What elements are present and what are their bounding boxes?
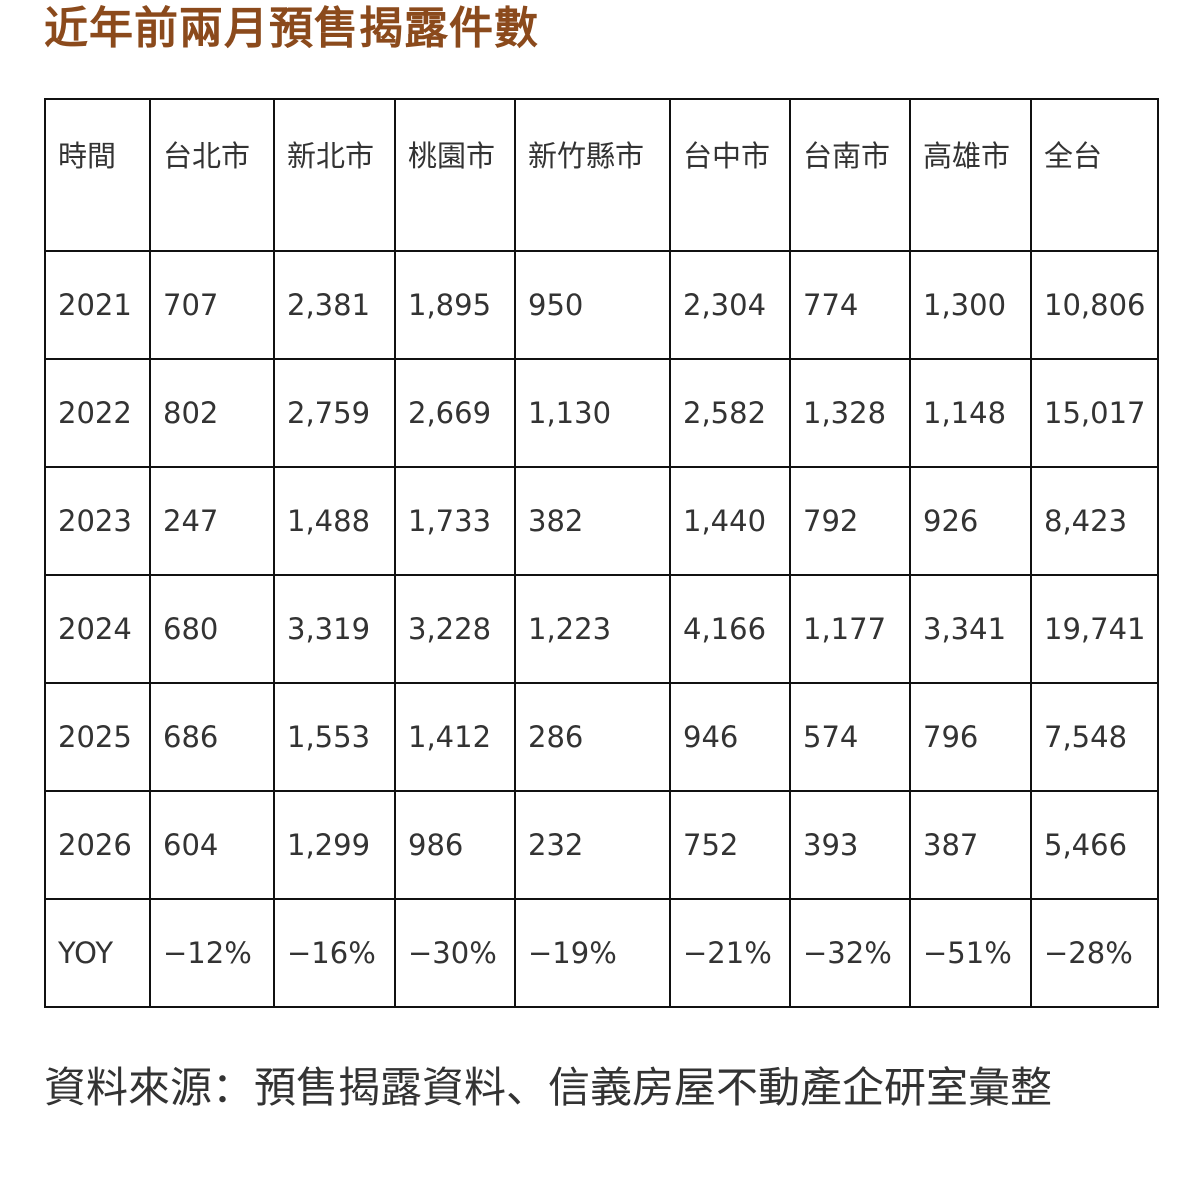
table-cell: 382 <box>514 466 671 576</box>
table-cell: 1,488 <box>273 466 396 576</box>
table-cell: 1,223 <box>514 574 671 684</box>
table-cell: 232 <box>514 790 671 900</box>
table-cell: 796 <box>909 682 1032 792</box>
table-cell: 680 <box>149 574 275 684</box>
table-cell: −32% <box>789 898 911 1008</box>
page-title: 近年前兩月預售揭露件數 <box>44 3 539 54</box>
table-cell: 8,423 <box>1030 466 1159 576</box>
table-row: 2024 680 3,319 3,228 1,223 4,166 1,177 3,341 19,… <box>44 574 1159 684</box>
table-row: 2022 802 2,759 2,669 1,130 2,582 1,328 1,148 15,… <box>44 358 1159 468</box>
table-cell: −19% <box>514 898 671 1008</box>
table-cell: 1,148 <box>909 358 1032 468</box>
table-cell: 1,130 <box>514 358 671 468</box>
table-cell: −21% <box>669 898 791 1008</box>
table-cell: 3,319 <box>273 574 396 684</box>
column-header: 台南市 <box>789 98 911 252</box>
table-cell: 1,299 <box>273 790 396 900</box>
table-row: 2021 707 2,381 1,895 950 2,304 774 1,300 10,806 <box>44 250 1159 360</box>
table-cell: 1,895 <box>394 250 516 360</box>
table-cell: 19,741 <box>1030 574 1159 684</box>
table-cell: 926 <box>909 466 1032 576</box>
table-cell: 1,553 <box>273 682 396 792</box>
table-cell: 774 <box>789 250 911 360</box>
table-cell: 604 <box>149 790 275 900</box>
row-label: 2022 <box>44 358 151 468</box>
table-cell: 3,341 <box>909 574 1032 684</box>
table-cell: 574 <box>789 682 911 792</box>
column-header: 台北市 <box>149 98 275 252</box>
table-cell: −16% <box>273 898 396 1008</box>
table-cell: −51% <box>909 898 1032 1008</box>
column-header: 高雄市 <box>909 98 1032 252</box>
table-cell: 792 <box>789 466 911 576</box>
table-cell: 2,304 <box>669 250 791 360</box>
row-label: 2024 <box>44 574 151 684</box>
table-cell: 1,300 <box>909 250 1032 360</box>
table-cell: 4,166 <box>669 574 791 684</box>
table-cell: 286 <box>514 682 671 792</box>
header-row: 時間 台北市 新北市 桃園市 新竹縣市 台中市 台南市 高雄市 全台 <box>44 98 1159 252</box>
table-cell: 1,733 <box>394 466 516 576</box>
row-label: 2025 <box>44 682 151 792</box>
table-cell: 2,582 <box>669 358 791 468</box>
column-header: 新北市 <box>273 98 396 252</box>
table-cell: 946 <box>669 682 791 792</box>
table-cell: 1,328 <box>789 358 911 468</box>
source-note: 資料來源：預售揭露資料、信義房屋不動產企研室彙整 <box>44 1063 1053 1112</box>
table-cell: −28% <box>1030 898 1159 1008</box>
table-cell: 2,669 <box>394 358 516 468</box>
column-header: 新竹縣市 <box>514 98 671 252</box>
table-cell: 686 <box>149 682 275 792</box>
table-cell: 802 <box>149 358 275 468</box>
table-cell: 3,228 <box>394 574 516 684</box>
table-cell: 15,017 <box>1030 358 1159 468</box>
row-label: 2026 <box>44 790 151 900</box>
table-cell: 5,466 <box>1030 790 1159 900</box>
column-header: 桃園市 <box>394 98 516 252</box>
table-row: YOY −12% −16% −30% −19% −21% −32% −51% −28% <box>44 898 1159 1008</box>
table-cell: 986 <box>394 790 516 900</box>
presale-table: 時間 台北市 新北市 桃園市 新竹縣市 台中市 台南市 高雄市 全台 2021 707 2,381 1,… <box>44 98 1159 1008</box>
row-label: 2021 <box>44 250 151 360</box>
table-cell: 387 <box>909 790 1032 900</box>
table-cell: 2,381 <box>273 250 396 360</box>
table-cell: −12% <box>149 898 275 1008</box>
table-cell: 1,412 <box>394 682 516 792</box>
table-cell: 393 <box>789 790 911 900</box>
table-cell: 707 <box>149 250 275 360</box>
row-label: 2023 <box>44 466 151 576</box>
row-label: YOY <box>44 898 151 1008</box>
table-cell: 7,548 <box>1030 682 1159 792</box>
column-header: 台中市 <box>669 98 791 252</box>
table-cell: 2,759 <box>273 358 396 468</box>
table-cell: −30% <box>394 898 516 1008</box>
table-cell: 10,806 <box>1030 250 1159 360</box>
table-row: 2026 604 1,299 986 232 752 393 387 5,466 <box>44 790 1159 900</box>
table-cell: 1,440 <box>669 466 791 576</box>
table-cell: 752 <box>669 790 791 900</box>
table-row: 2023 247 1,488 1,733 382 1,440 792 926 8,423 <box>44 466 1159 576</box>
column-header: 全台 <box>1030 98 1159 252</box>
table-row: 2025 686 1,553 1,412 286 946 574 796 7,548 <box>44 682 1159 792</box>
column-header: 時間 <box>44 98 151 252</box>
table-cell: 1,177 <box>789 574 911 684</box>
table-cell: 950 <box>514 250 671 360</box>
table-cell: 247 <box>149 466 275 576</box>
